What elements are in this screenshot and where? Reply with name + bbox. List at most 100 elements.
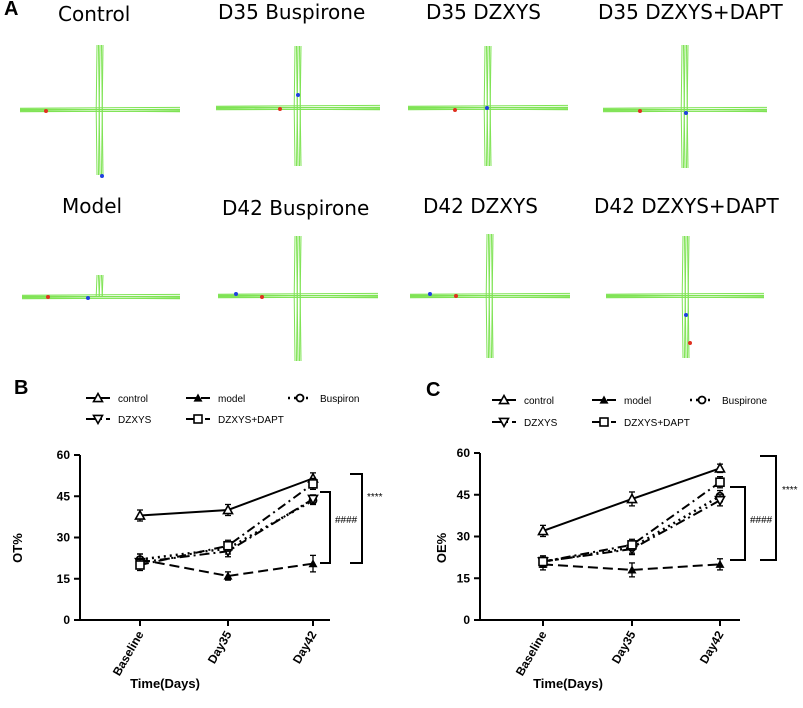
maze-horizontal-track: [409, 292, 571, 295]
x-tick-label: Day35: [609, 628, 639, 666]
maze-top-track: [293, 45, 296, 109]
maze-position-dot: [100, 174, 104, 178]
marker-triangle-filled: [223, 571, 233, 580]
marker-triangle-down: [714, 495, 726, 507]
maze-horizontal-track: [602, 106, 768, 109]
y-tick-label: 45: [57, 489, 71, 503]
marker-triangle: [92, 391, 104, 403]
series-dzxys: [134, 494, 319, 569]
maze-d35-dzxys-dapt: [602, 44, 768, 169]
maze-position-dot: [684, 313, 688, 317]
maze-position-dot: [428, 292, 432, 296]
marker-square: [193, 414, 203, 424]
maze-bottom-track: [296, 107, 299, 167]
y-axis-title: OE%: [434, 532, 449, 563]
maze-bottom-track: [687, 295, 690, 359]
maze-d35-dzxys: [407, 45, 569, 167]
y-tick-label: 45: [457, 488, 471, 502]
maze-top-track: [293, 235, 296, 297]
marker-triangle-down: [498, 417, 510, 429]
maze-horizontal-track: [215, 104, 381, 107]
maze-position-dot: [485, 106, 489, 110]
maze-horizontal-track: [407, 104, 569, 107]
maze-d42-buspirone: [217, 235, 379, 362]
marker-triangle-filled: [308, 559, 318, 568]
x-tick-label: Day42: [697, 628, 727, 666]
maze-top-track: [491, 233, 494, 297]
marker-triangle: [714, 462, 726, 473]
maze-bottom-track: [491, 295, 494, 359]
legend-item: model: [592, 395, 651, 407]
maze-horizontal-track: [217, 296, 379, 299]
maze-title-d35-dzxys: D35 DZXYS: [426, 0, 541, 24]
legend-item: Buspirone: [690, 395, 767, 407]
marker-square: [627, 540, 637, 550]
marker-square: [223, 540, 233, 551]
maze-d42-dzxys-dapt: [605, 235, 765, 359]
legend-label: DZXYS: [524, 418, 558, 429]
legend-label: control: [118, 394, 148, 405]
maze-title-d35-buspirone: D35 Buspirone: [218, 0, 366, 24]
maze-bottom-track: [293, 107, 296, 167]
y-tick-label: 30: [57, 531, 71, 545]
hash-annotation: ####: [335, 515, 358, 526]
maze-top-track: [681, 235, 684, 297]
maze-top-track: [296, 235, 299, 297]
y-tick-label: 60: [457, 446, 471, 460]
maze-horizontal-track: [215, 108, 381, 111]
legend-item: model: [186, 393, 245, 405]
maze-horizontal-track: [215, 106, 381, 109]
marker-triangle-filled: [627, 565, 637, 574]
maze-position-dot: [638, 109, 642, 113]
maze-top-track: [101, 274, 104, 298]
maze-top-track: [101, 44, 104, 111]
legend-item: Buspiron: [288, 393, 359, 405]
x-tick-label: Baseline: [110, 628, 147, 678]
y-axis-title: OT%: [10, 533, 25, 563]
maze-position-dot: [46, 295, 50, 299]
maze-bottom-track: [680, 109, 683, 169]
star-bracket: [350, 473, 363, 564]
marker-square: [599, 417, 609, 427]
marker-square: [135, 560, 145, 570]
legend-label: Buspiron: [320, 394, 359, 405]
maze-position-dot: [260, 295, 264, 299]
maze-bottom-track: [486, 107, 489, 167]
maze-top-track: [488, 233, 491, 297]
maze-title-d42-dzxys-dapt: D42 DZXYS+DAPT: [594, 194, 779, 218]
maze-position-dot: [234, 292, 238, 296]
series-dzxys-dapt: [538, 476, 725, 568]
marker-square: [308, 479, 318, 489]
x-axis-title: Time(Days): [533, 676, 603, 691]
maze-position-dot: [454, 294, 458, 298]
marker-circle: [697, 395, 707, 405]
series-control: [537, 462, 726, 538]
marker-triangle-down: [307, 494, 319, 506]
marker-triangle-filled: [715, 559, 725, 568]
series-model: [538, 558, 725, 578]
maze-bottom-track: [483, 107, 486, 167]
marker-triangle: [222, 503, 234, 515]
y-tick-label: 0: [463, 613, 470, 627]
hash-bracket: [320, 491, 331, 564]
maze-bottom-track: [95, 109, 98, 176]
maze-bottom-track: [681, 295, 684, 359]
chart-c: 0 15 30 45 60 Baseline Day35 Day42 OE% Time(Days)…: [434, 393, 798, 691]
y-tick-label: 15: [457, 571, 471, 585]
maze-title-d42-buspirone: D42 Buspirone: [222, 196, 370, 220]
maze-position-dot: [296, 93, 300, 97]
maze-position-dot: [684, 111, 688, 115]
star-annotation: ****: [782, 485, 798, 496]
legend-label: control: [524, 396, 554, 407]
maze-top-track: [95, 44, 98, 111]
legend-item: DZXYS+DAPT: [186, 414, 284, 426]
maze-bottom-track: [101, 109, 104, 176]
maze-position-dot: [44, 109, 48, 113]
marker-triangle: [134, 509, 146, 520]
maze-title-d35-dzxys-dapt: D35 DZXYS+DAPT: [598, 0, 783, 24]
marker-triangle: [498, 393, 510, 405]
legend-label: Buspirone: [722, 396, 767, 407]
legend-label: DZXYS: [118, 415, 152, 426]
maze-bottom-track: [293, 295, 296, 362]
maze-d35-buspirone: [215, 45, 381, 167]
